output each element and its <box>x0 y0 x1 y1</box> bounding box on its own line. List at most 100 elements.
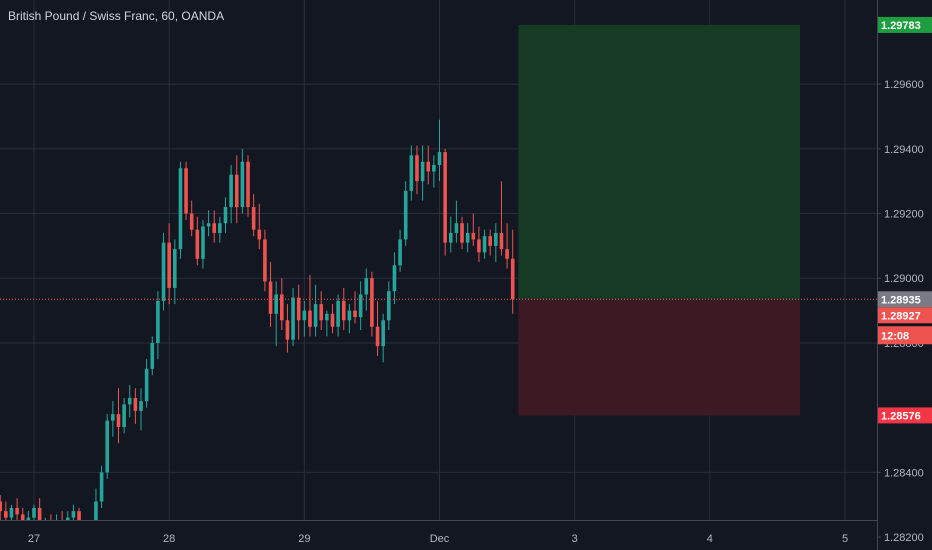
candle[interactable] <box>195 216 200 266</box>
candle[interactable] <box>150 336 155 376</box>
candle[interactable] <box>454 200 459 243</box>
candle[interactable] <box>325 310 329 337</box>
candle-body <box>263 239 267 282</box>
candle[interactable] <box>432 155 436 188</box>
profit-zone[interactable] <box>518 24 800 300</box>
candle[interactable] <box>296 284 301 340</box>
candle[interactable] <box>448 216 453 253</box>
candle[interactable] <box>240 148 245 214</box>
candle[interactable] <box>336 294 340 337</box>
candle[interactable] <box>471 213 476 246</box>
candle[interactable] <box>482 229 487 259</box>
candle[interactable] <box>15 498 19 521</box>
candle[interactable] <box>392 252 397 305</box>
candle[interactable] <box>105 414 110 479</box>
current-price-label-text: 1.28935 <box>881 294 921 306</box>
candle[interactable] <box>308 275 312 337</box>
time-axis[interactable] <box>0 520 877 550</box>
candle[interactable] <box>341 287 346 330</box>
candle[interactable] <box>370 271 374 337</box>
candle[interactable] <box>319 291 324 330</box>
candle[interactable] <box>291 287 295 347</box>
candle[interactable] <box>313 284 318 337</box>
candle[interactable] <box>201 220 205 269</box>
candle[interactable] <box>161 232 166 311</box>
bid-price-label[interactable]: 1.28927 <box>878 307 932 324</box>
candle[interactable] <box>499 181 504 256</box>
candle[interactable] <box>443 148 447 256</box>
candle[interactable] <box>477 226 481 263</box>
candle[interactable] <box>234 155 239 224</box>
candle[interactable] <box>144 359 149 408</box>
candle[interactable] <box>206 210 211 237</box>
candle[interactable] <box>122 397 126 434</box>
candle-body <box>234 174 239 208</box>
candle[interactable] <box>398 229 402 272</box>
candle-body <box>330 313 335 327</box>
current-price-label-bg <box>878 291 932 308</box>
candle[interactable] <box>364 268 369 311</box>
candle[interactable] <box>494 223 498 263</box>
countdown-label-bg <box>878 326 932 345</box>
candle[interactable] <box>156 291 160 360</box>
countdown-label[interactable]: 12:08 <box>878 326 932 345</box>
price-axis[interactable] <box>877 0 932 550</box>
y-tick-label: 1.29000 <box>884 273 924 285</box>
candle[interactable] <box>505 223 509 269</box>
candle[interactable] <box>0 495 3 521</box>
candle[interactable] <box>268 262 273 327</box>
candle-body <box>218 223 222 233</box>
candle[interactable] <box>229 165 233 224</box>
candle[interactable] <box>510 229 515 314</box>
candle[interactable] <box>251 194 256 237</box>
candle[interactable] <box>99 465 104 508</box>
candle[interactable] <box>133 388 138 424</box>
candle[interactable] <box>167 223 171 305</box>
candle[interactable] <box>460 216 464 250</box>
candle[interactable] <box>437 119 442 182</box>
candle[interactable] <box>488 229 492 256</box>
candle[interactable] <box>218 216 222 243</box>
candle[interactable] <box>257 203 262 250</box>
candle[interactable] <box>111 401 115 437</box>
candle[interactable] <box>465 223 470 253</box>
candle[interactable] <box>212 210 217 243</box>
candle[interactable] <box>285 304 290 353</box>
candle[interactable] <box>387 281 391 330</box>
candle[interactable] <box>381 313 385 363</box>
candle[interactable] <box>426 145 431 185</box>
candle[interactable] <box>375 300 380 356</box>
candle[interactable] <box>280 278 284 330</box>
candle[interactable] <box>139 388 143 431</box>
candle-body <box>381 320 385 347</box>
candle[interactable] <box>420 145 425 201</box>
candle[interactable] <box>223 197 228 233</box>
candle[interactable] <box>127 385 132 418</box>
candle[interactable] <box>172 239 177 305</box>
candle[interactable] <box>353 291 357 324</box>
candle[interactable] <box>347 304 352 334</box>
candle[interactable] <box>409 145 414 201</box>
stop-loss-label[interactable]: 1.28576 <box>878 407 932 424</box>
candle-body <box>437 152 442 165</box>
take-profit-label[interactable]: 1.29783 <box>878 16 932 33</box>
loss-zone[interactable] <box>518 299 800 416</box>
candle-body <box>133 397 138 411</box>
y-tick-label: 1.29600 <box>884 79 924 91</box>
candle[interactable] <box>415 145 419 195</box>
candle[interactable] <box>403 181 408 246</box>
candle[interactable] <box>263 229 267 292</box>
candle[interactable] <box>189 200 194 237</box>
current-price-label[interactable]: 1.28935 <box>878 291 932 308</box>
candle[interactable] <box>184 161 188 220</box>
candle[interactable] <box>358 281 363 330</box>
candle-body <box>184 168 188 214</box>
candle[interactable] <box>178 161 183 259</box>
candle[interactable] <box>116 388 121 444</box>
candle[interactable] <box>274 281 278 347</box>
candle[interactable] <box>330 304 335 334</box>
candle[interactable] <box>302 300 307 337</box>
candle-body <box>223 207 228 224</box>
candle[interactable] <box>246 155 250 217</box>
